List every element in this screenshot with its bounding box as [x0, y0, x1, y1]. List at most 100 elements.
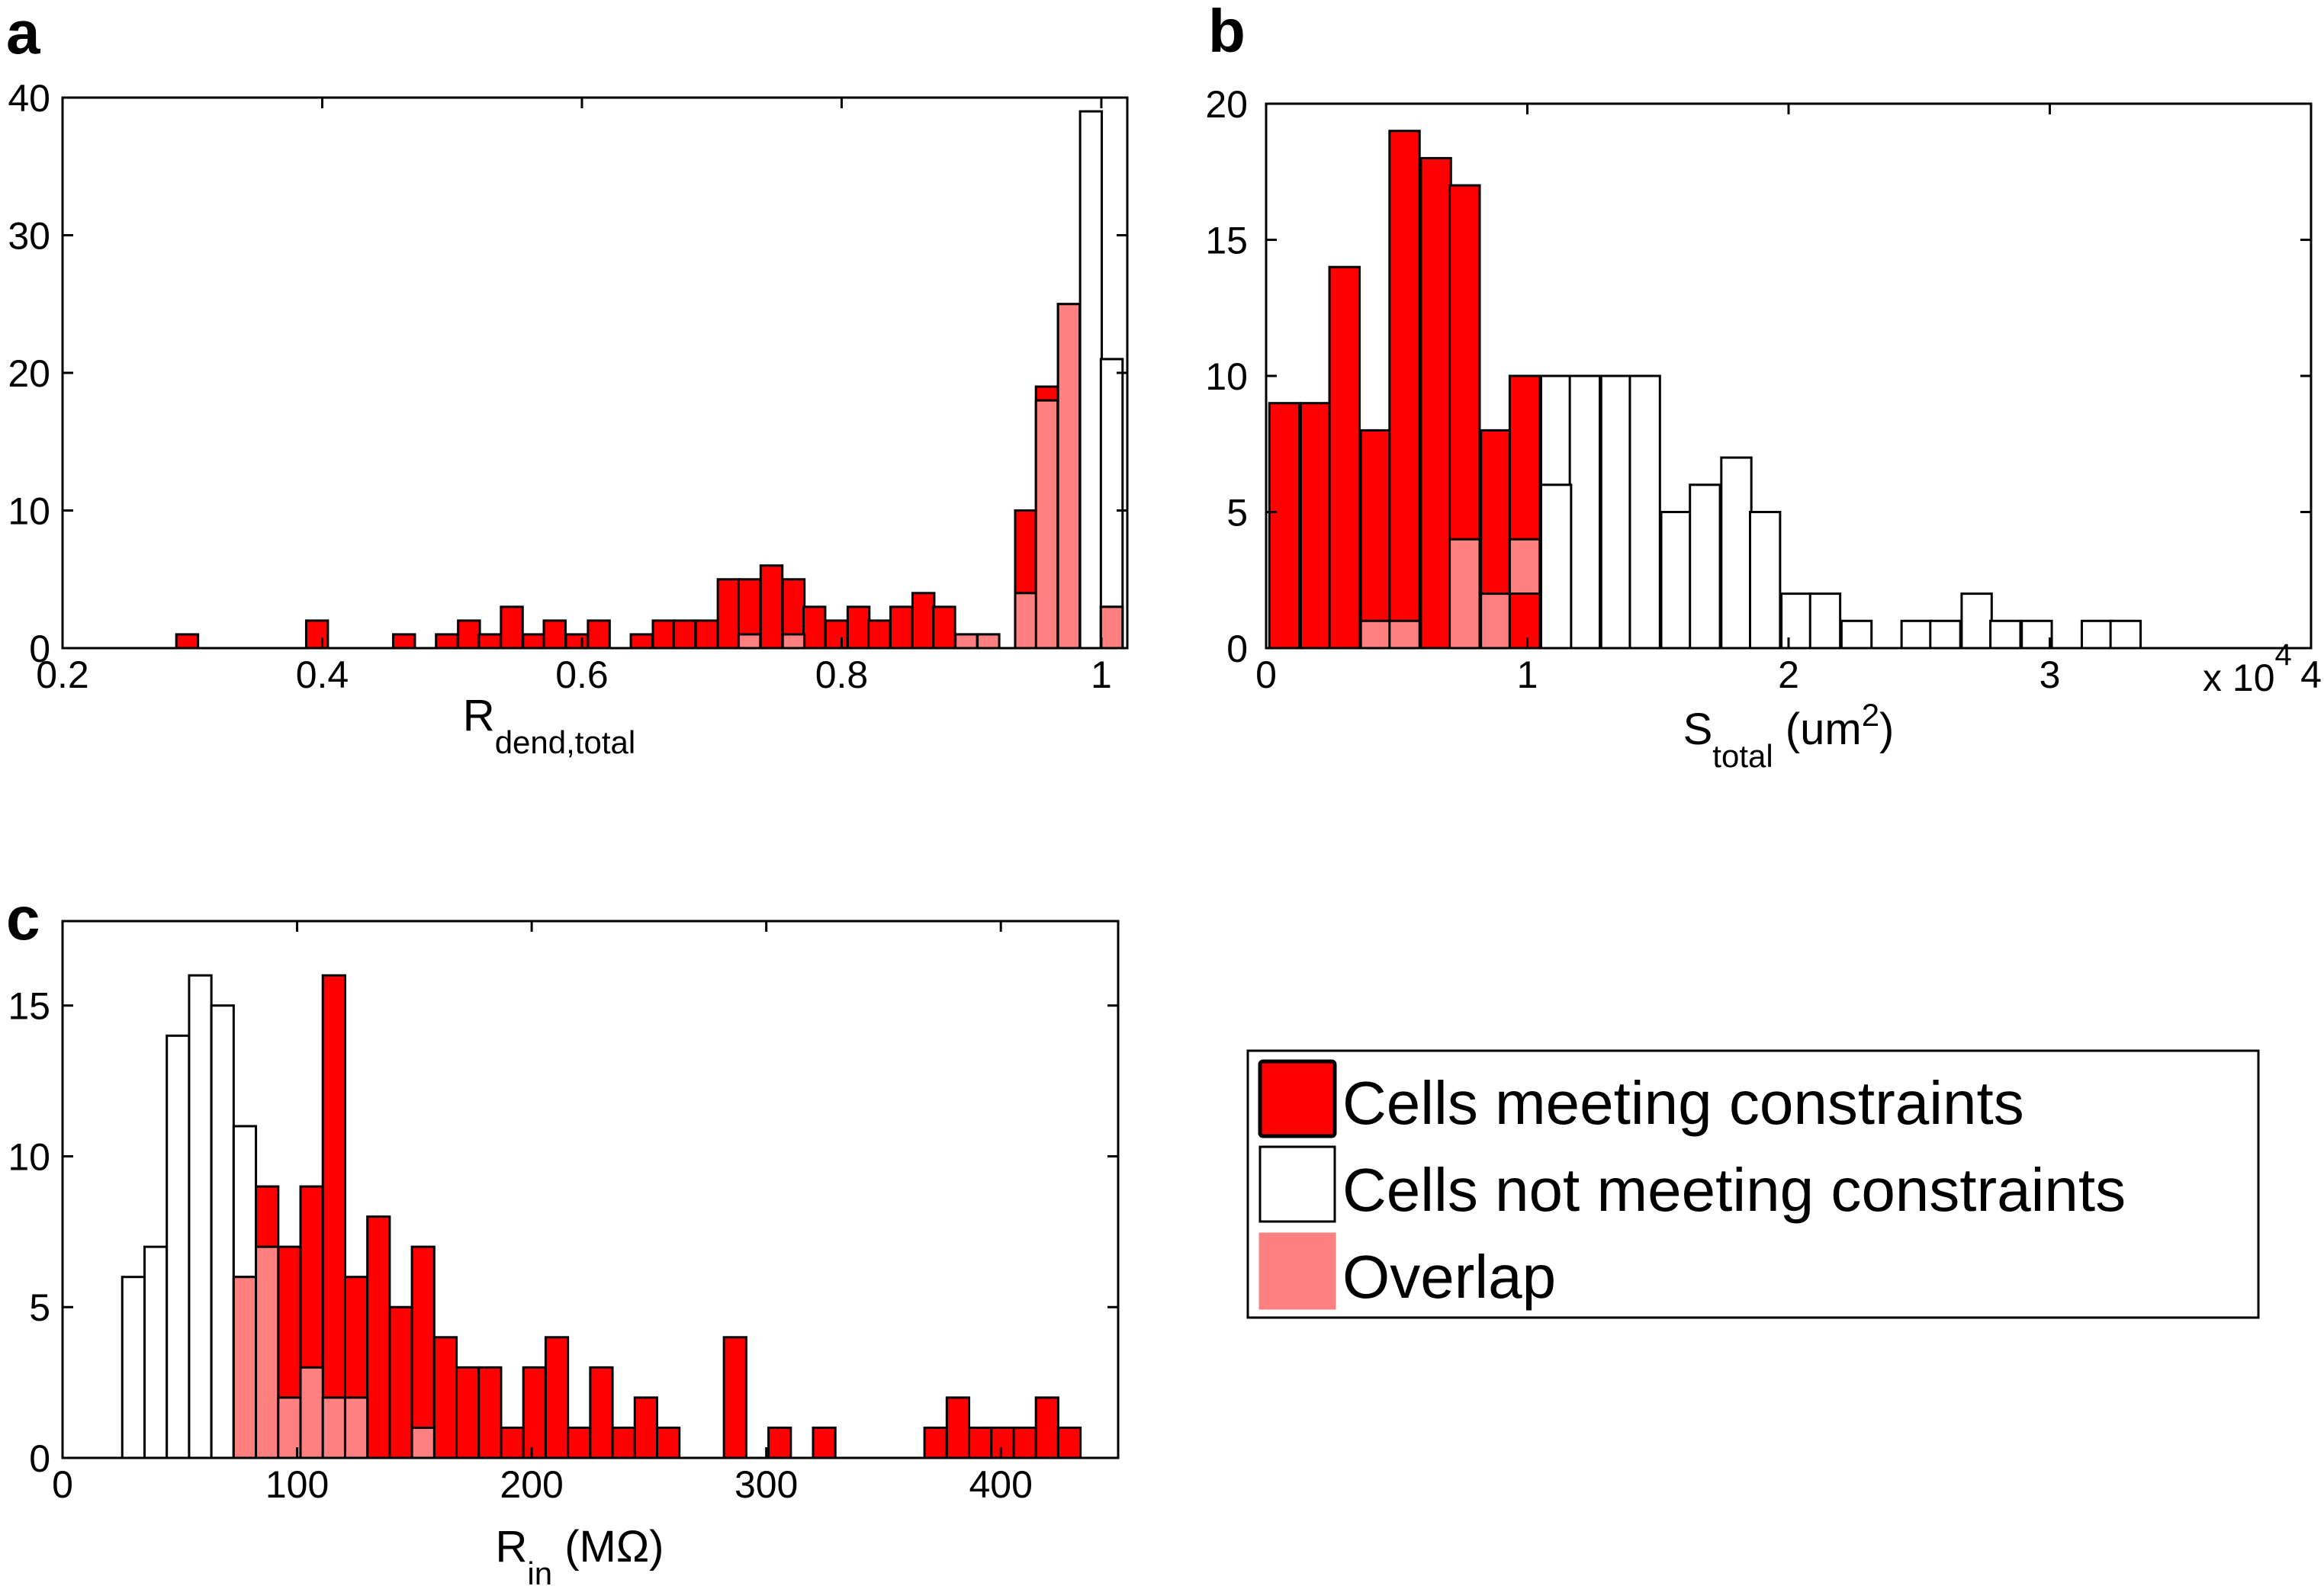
bar-b-overlap	[1448, 538, 1481, 650]
x-tick-label-c: 400	[969, 1463, 1033, 1506]
bar-c-meeting	[366, 1215, 391, 1459]
bar-c-meeting	[767, 1426, 792, 1459]
bar-c-not-meeting	[188, 974, 213, 1459]
panel-letter-c: c	[6, 884, 40, 952]
bar-c-overlap	[321, 1396, 346, 1459]
bar-c-meeting	[589, 1366, 614, 1459]
bar-b-not-meeting	[1989, 619, 2022, 650]
bar-c-meeting	[1012, 1426, 1037, 1459]
y-tick-label-a: 30	[8, 215, 50, 258]
bar-c-meeting	[388, 1305, 413, 1459]
bar-c-overlap	[343, 1396, 369, 1459]
bar-b-not-meeting	[1840, 619, 1873, 650]
bar-a-meeting	[304, 619, 329, 650]
bar-a-meeting	[564, 633, 589, 650]
x-tick-label-a: 0.4	[296, 653, 349, 696]
bar-c-overlap	[277, 1396, 302, 1459]
bar-a-meeting	[932, 605, 956, 650]
bar-b-not-meeting	[1808, 592, 1842, 650]
bar-a-meeting	[672, 619, 697, 650]
bar-a-not-meeting	[1099, 358, 1124, 650]
bar-a-meeting	[867, 619, 892, 650]
bar-a-meeting	[846, 605, 871, 650]
bar-b-not-meeting	[1628, 374, 1661, 650]
y-tick-label-b: 10	[1205, 355, 1248, 398]
bar-c-meeting	[1034, 1396, 1059, 1459]
bar-a-overlap	[954, 633, 979, 650]
bar-a-meeting	[824, 619, 849, 650]
bar-b-meeting	[1299, 402, 1332, 650]
bar-a-overlap	[781, 633, 806, 650]
x-tick-label-a: 0.6	[555, 653, 609, 696]
y-tick-label-c: 15	[8, 985, 50, 1028]
bar-c-meeting	[321, 974, 346, 1459]
bar-b-not-meeting	[1720, 456, 1753, 650]
bar-a-meeting	[457, 619, 481, 650]
bar-a-meeting	[477, 633, 502, 650]
bar-c-meeting	[544, 1336, 570, 1459]
y-tick-label-b: 20	[1205, 83, 1248, 126]
bar-c-not-meeting	[210, 1004, 235, 1459]
legend-label-overlap: Overlap	[1342, 1243, 1556, 1311]
bar-a-overlap	[1034, 399, 1059, 650]
bar-b-meeting	[1328, 265, 1361, 650]
bar-b-not-meeting	[1780, 592, 1813, 650]
y-tick-label-c: 10	[8, 1135, 50, 1178]
y-tick-label-b: 15	[1205, 220, 1248, 262]
bar-b-meeting-front	[1508, 592, 1541, 650]
bar-c-meeting	[1056, 1426, 1082, 1459]
legend-swatch-overlap	[1258, 1232, 1336, 1310]
x-tick-label-a: 0.2	[36, 653, 89, 696]
bar-b-not-meeting	[1748, 511, 1782, 650]
bar-a-overlap	[737, 633, 762, 650]
x-tick-label-b: 0	[1255, 653, 1277, 696]
bar-c-meeting	[722, 1336, 747, 1459]
y-tick-label-c: 0	[29, 1437, 50, 1480]
bar-b-not-meeting	[1929, 619, 1962, 650]
bar-c-not-meeting	[121, 1276, 146, 1459]
legend-item-overlap: Overlap	[1258, 1232, 1556, 1311]
x-tick-label-c: 100	[265, 1463, 329, 1506]
x-tick-label-b: 1	[1517, 653, 1538, 696]
bar-a-meeting	[802, 605, 827, 650]
x-tick-label-b: 4	[2300, 653, 2322, 696]
legend-swatch-meeting	[1258, 1059, 1337, 1138]
bar-c-meeting	[945, 1396, 971, 1459]
bar-a-meeting	[889, 605, 914, 650]
bar-a-meeting	[435, 633, 459, 650]
bar-a-meeting	[542, 619, 567, 650]
bar-c-not-meeting	[143, 1245, 169, 1459]
bar-b-not-meeting	[1599, 374, 1633, 650]
bar-b-meeting	[1419, 156, 1452, 650]
legend-swatch-not-meeting	[1258, 1145, 1336, 1223]
panel-letter-b: b	[1208, 0, 1246, 65]
bar-a-meeting	[587, 619, 611, 650]
legend-item-meeting: Cells meeting constraints	[1258, 1059, 2024, 1138]
bar-c-meeting	[500, 1426, 525, 1459]
bar-c-not-meeting	[166, 1034, 191, 1459]
legend-label-meeting: Cells meeting constraints	[1342, 1069, 2024, 1137]
bar-a-meeting	[694, 619, 719, 650]
bar-b-overlap	[1480, 592, 1512, 650]
bar-b-meeting	[1359, 429, 1393, 650]
bar-a-meeting	[651, 619, 676, 650]
bar-a-meeting	[716, 578, 741, 650]
x-tick-label-a: 1	[1091, 653, 1112, 696]
x-axis-label-c: Rin (MΩ)	[495, 1522, 664, 1586]
x-tick-label-b: 3	[2040, 653, 2061, 696]
bar-b-not-meeting	[1660, 511, 1692, 650]
bar-a-meeting	[392, 633, 416, 650]
bar-a-overlap	[1056, 303, 1082, 650]
bar-a-meeting	[629, 633, 654, 650]
bar-a-meeting	[500, 605, 524, 650]
bar-b-not-meeting	[1568, 374, 1602, 650]
x-multiplier-b: x 104	[2203, 638, 2292, 699]
bar-c-meeting	[990, 1426, 1015, 1459]
bar-b-overlap	[1388, 619, 1421, 650]
bar-a-not-meeting	[1078, 110, 1104, 650]
bar-c-meeting	[455, 1366, 481, 1459]
bar-c-meeting	[410, 1245, 436, 1459]
bar-c-meeting	[522, 1366, 547, 1459]
bar-a-meeting	[911, 592, 936, 650]
